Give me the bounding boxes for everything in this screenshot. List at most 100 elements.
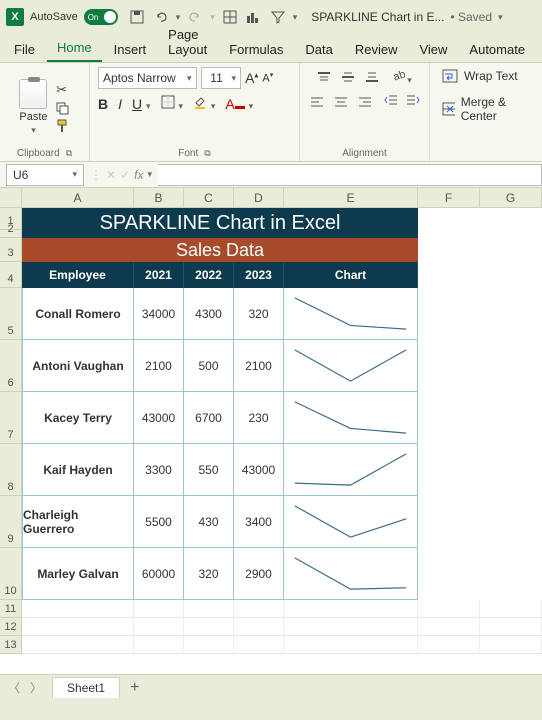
column-header[interactable]: F bbox=[418, 188, 480, 207]
row-header[interactable]: 2 bbox=[0, 230, 22, 238]
align-middle-icon[interactable] bbox=[341, 72, 359, 82]
value-cell[interactable]: 230 bbox=[234, 392, 284, 444]
employee-cell[interactable]: Antoni Vaughan bbox=[22, 340, 134, 392]
sparkline-cell[interactable] bbox=[284, 288, 418, 340]
empty-cell[interactable] bbox=[284, 636, 418, 653]
bold-button[interactable]: B bbox=[98, 96, 108, 112]
column-header[interactable]: C bbox=[184, 188, 234, 207]
row-header[interactable]: 7 bbox=[0, 392, 22, 444]
border-button[interactable]: ▾ bbox=[161, 95, 183, 112]
empty-cell[interactable] bbox=[184, 618, 234, 635]
employee-cell[interactable]: Conall Romero bbox=[22, 288, 134, 340]
qat-filter-icon[interactable] bbox=[269, 8, 287, 26]
empty-cell[interactable] bbox=[184, 600, 234, 617]
underline-button[interactable]: U ▾ bbox=[132, 96, 151, 112]
empty-cell[interactable] bbox=[234, 618, 284, 635]
fx-icon[interactable]: fx bbox=[134, 168, 143, 182]
value-cell[interactable]: 5500 bbox=[134, 496, 184, 548]
increase-indent-icon[interactable] bbox=[406, 94, 420, 109]
empty-cell[interactable] bbox=[480, 636, 542, 653]
decrease-font-icon[interactable]: A▾ bbox=[262, 71, 273, 85]
value-cell[interactable]: 320 bbox=[234, 288, 284, 340]
value-cell[interactable]: 2100 bbox=[134, 340, 184, 392]
format-painter-icon[interactable] bbox=[54, 119, 70, 133]
value-cell[interactable]: 6700 bbox=[184, 392, 234, 444]
empty-cell[interactable] bbox=[284, 618, 418, 635]
fill-color-button[interactable]: ▾ bbox=[193, 95, 215, 112]
align-top-icon[interactable] bbox=[317, 72, 335, 82]
column-header[interactable]: D bbox=[234, 188, 284, 207]
merge-center-button[interactable]: Merge & Center bbox=[438, 93, 532, 125]
tab-file[interactable]: File bbox=[4, 37, 45, 62]
value-cell[interactable]: 60000 bbox=[134, 548, 184, 600]
empty-cell[interactable] bbox=[418, 618, 480, 635]
column-header[interactable]: E bbox=[284, 188, 418, 207]
row-header[interactable]: 4 bbox=[0, 262, 22, 288]
save-icon[interactable] bbox=[128, 8, 146, 26]
sparkline-cell[interactable] bbox=[284, 392, 418, 444]
column-header[interactable]: A bbox=[22, 188, 134, 207]
decrease-indent-icon[interactable] bbox=[384, 94, 398, 109]
sheet-nav-prev-icon[interactable]: 〈 bbox=[8, 679, 20, 696]
formula-bar[interactable] bbox=[158, 164, 542, 186]
tab-dev[interactable]: Dev bbox=[537, 37, 542, 62]
empty-cell[interactable] bbox=[418, 636, 480, 653]
align-left-icon[interactable] bbox=[310, 97, 328, 107]
tab-formulas[interactable]: Formulas bbox=[219, 37, 293, 62]
value-cell[interactable]: 320 bbox=[184, 548, 234, 600]
increase-font-icon[interactable]: A▴ bbox=[245, 70, 258, 86]
value-cell[interactable]: 550 bbox=[184, 444, 234, 496]
tab-review[interactable]: Review bbox=[345, 37, 408, 62]
tab-data[interactable]: Data bbox=[295, 37, 342, 62]
value-cell[interactable]: 43000 bbox=[234, 444, 284, 496]
value-cell[interactable]: 3400 bbox=[234, 496, 284, 548]
sparkline-cell[interactable] bbox=[284, 340, 418, 392]
row-header[interactable]: 11 bbox=[0, 600, 22, 618]
value-cell[interactable]: 500 bbox=[184, 340, 234, 392]
tab-page-layout[interactable]: Page Layout bbox=[158, 22, 217, 62]
empty-cell[interactable] bbox=[234, 600, 284, 617]
tab-home[interactable]: Home bbox=[47, 35, 102, 62]
align-bottom-icon[interactable] bbox=[365, 72, 383, 82]
row-header[interactable]: 6 bbox=[0, 340, 22, 392]
empty-cell[interactable] bbox=[22, 636, 134, 653]
font-launcher-icon[interactable]: ⧉ bbox=[204, 148, 210, 159]
empty-cell[interactable] bbox=[284, 600, 418, 617]
tab-view[interactable]: View bbox=[409, 37, 457, 62]
sparkline-cell[interactable] bbox=[284, 548, 418, 600]
row-header[interactable]: 13 bbox=[0, 636, 22, 654]
column-header[interactable]: B bbox=[134, 188, 184, 207]
empty-cell[interactable] bbox=[184, 636, 234, 653]
employee-cell[interactable]: Kaif Hayden bbox=[22, 444, 134, 496]
redo-dropdown-icon[interactable]: ▾ bbox=[210, 12, 215, 23]
paste-button[interactable]: Paste ▾ bbox=[19, 79, 47, 136]
row-header[interactable]: 10 bbox=[0, 548, 22, 600]
value-cell[interactable]: 43000 bbox=[134, 392, 184, 444]
employee-cell[interactable]: Charleigh Guerrero bbox=[22, 496, 134, 548]
title-dropdown-icon[interactable]: ▾ bbox=[498, 12, 503, 23]
value-cell[interactable]: 430 bbox=[184, 496, 234, 548]
empty-cell[interactable] bbox=[134, 618, 184, 635]
name-box[interactable]: U6▾ bbox=[6, 164, 84, 186]
empty-cell[interactable] bbox=[134, 636, 184, 653]
value-cell[interactable]: 34000 bbox=[134, 288, 184, 340]
empty-cell[interactable] bbox=[22, 600, 134, 617]
sparkline-cell[interactable] bbox=[284, 496, 418, 548]
clipboard-launcher-icon[interactable]: ⧉ bbox=[66, 148, 72, 159]
italic-button[interactable]: I bbox=[118, 96, 122, 112]
empty-cell[interactable] bbox=[22, 618, 134, 635]
font-name-selector[interactable]: Aptos Narrow▾ bbox=[98, 67, 197, 89]
empty-cell[interactable] bbox=[480, 618, 542, 635]
value-cell[interactable]: 2900 bbox=[234, 548, 284, 600]
add-sheet-icon[interactable]: + bbox=[130, 679, 139, 697]
column-header[interactable]: G bbox=[480, 188, 542, 207]
wrap-text-button[interactable]: Wrap Text bbox=[438, 67, 522, 85]
cancel-formula-icon[interactable]: ✕ bbox=[106, 168, 116, 182]
cut-icon[interactable]: ✂ bbox=[54, 83, 70, 97]
row-header[interactable]: 12 bbox=[0, 618, 22, 636]
empty-cell[interactable] bbox=[134, 600, 184, 617]
empty-cell[interactable] bbox=[480, 600, 542, 617]
row-header[interactable]: 3 bbox=[0, 238, 22, 262]
copy-icon[interactable] bbox=[54, 101, 70, 115]
enter-formula-icon[interactable]: ✓ bbox=[120, 168, 130, 182]
